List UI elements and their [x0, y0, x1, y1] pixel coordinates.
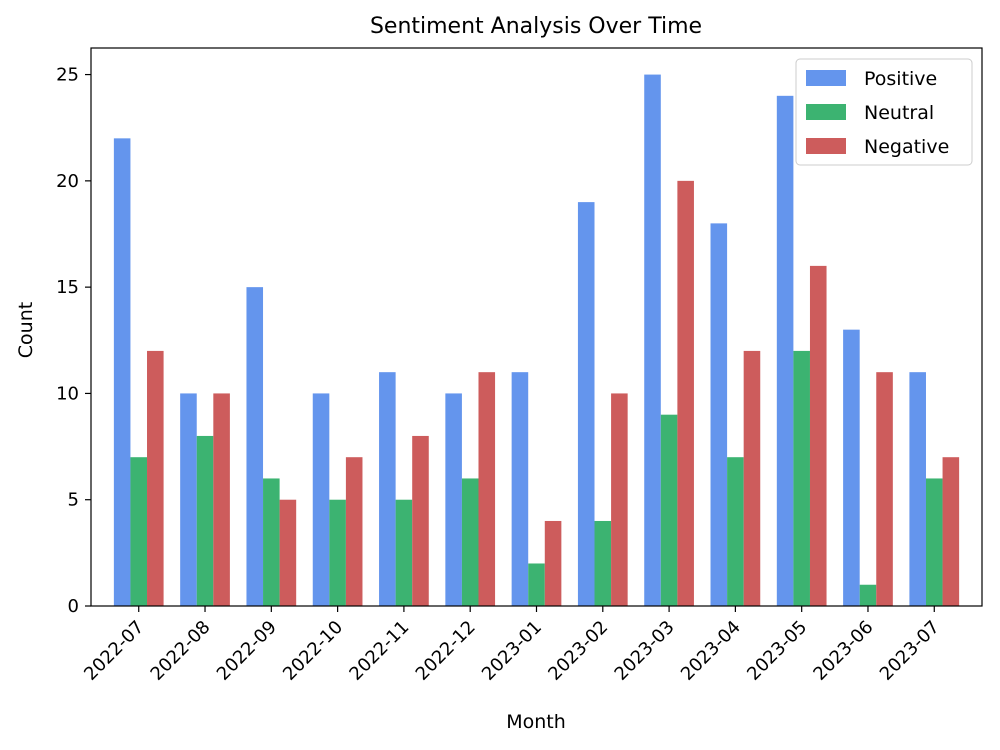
y-tick-label: 25 — [56, 65, 79, 86]
x-tick-label: 2023-01 — [478, 617, 546, 685]
bar-positive-2022-08 — [180, 393, 197, 606]
bar-positive-2023-03 — [644, 74, 661, 607]
x-tick-label: 2022-08 — [147, 617, 215, 685]
y-tick-label: 15 — [56, 277, 79, 298]
bar-negative-2023-04 — [743, 350, 761, 606]
bar-positive-2023-06 — [843, 329, 860, 606]
legend-swatch-negative — [806, 138, 846, 154]
x-tick-label: 2023-04 — [677, 617, 745, 685]
x-tick-label: 2023-05 — [743, 617, 811, 685]
x-tick-label: 2023-03 — [611, 617, 679, 685]
bar-negative-2022-09 — [279, 499, 297, 606]
bar-negative-2023-02 — [611, 393, 628, 606]
x-tick-label: 2023-07 — [876, 617, 944, 685]
x-tick-label: 2023-06 — [809, 617, 877, 685]
bar-positive-2023-05 — [776, 95, 794, 606]
bar-negative-2023-06 — [876, 372, 893, 606]
legend: Positive Neutral Negative — [795, 58, 973, 166]
legend-swatch-neutral — [806, 104, 846, 120]
bar-neutral-2022-10 — [329, 499, 346, 606]
bar-neutral-2023-05 — [793, 350, 810, 606]
bar-positive-2022-07 — [113, 138, 131, 607]
bar-neutral-2023-04 — [727, 457, 744, 606]
y-tick-label: 0 — [68, 596, 79, 617]
bar-neutral-2022-12 — [461, 478, 479, 606]
plot-frame — [90, 47, 983, 607]
x-tick-label: 2022-11 — [345, 617, 413, 685]
bar-negative-2023-07 — [942, 457, 960, 606]
y-tick-label: 5 — [68, 490, 79, 511]
bar-neutral-2023-03 — [660, 414, 678, 606]
bar-positive-2022-11 — [379, 372, 396, 606]
bar-negative-2022-12 — [478, 372, 496, 606]
bar-neutral-2022-11 — [395, 499, 413, 606]
y-tick-label: 10 — [56, 383, 79, 404]
x-tick-label: 2022-09 — [213, 617, 281, 685]
x-tick-label: 2022-10 — [279, 617, 347, 685]
y-tick-label: 20 — [56, 171, 79, 192]
legend-label-positive: Positive — [864, 68, 937, 90]
bar-positive-2022-10 — [312, 393, 330, 606]
bar-neutral-2023-06 — [859, 584, 877, 606]
bar-negative-2022-08 — [213, 393, 230, 606]
x-tick-label: 2023-02 — [544, 617, 612, 685]
bar-negative-2023-03 — [677, 180, 694, 606]
bar-neutral-2023-02 — [594, 520, 612, 606]
bar-negative-2022-07 — [147, 350, 164, 606]
bar-negative-2022-11 — [412, 435, 429, 606]
x-axis-title: Month — [506, 711, 566, 733]
bar-neutral-2022-09 — [263, 478, 280, 606]
bar-negative-2023-05 — [809, 265, 827, 606]
bar-neutral-2023-01 — [528, 563, 545, 606]
chart-title: Sentiment Analysis Over Time — [370, 14, 702, 39]
bar-neutral-2022-08 — [196, 435, 214, 606]
bar-negative-2022-10 — [345, 457, 363, 606]
bar-neutral-2023-07 — [925, 478, 943, 606]
legend-swatch-positive — [806, 70, 846, 86]
bar-negative-2023-01 — [544, 520, 562, 606]
bar-positive-2022-09 — [246, 287, 264, 606]
bar-neutral-2022-07 — [130, 457, 148, 606]
bar-positive-2023-04 — [710, 223, 728, 606]
x-tick-label: 2022-12 — [412, 617, 480, 685]
legend-label-neutral: Neutral — [864, 102, 934, 124]
legend-label-negative: Negative — [864, 136, 949, 158]
bar-positive-2023-07 — [909, 372, 926, 606]
bar-positive-2023-02 — [577, 202, 595, 606]
y-axis-title: Count — [15, 302, 37, 358]
bar-positive-2022-12 — [445, 393, 462, 606]
bar-positive-2023-01 — [511, 372, 529, 606]
x-tick-label: 2022-07 — [80, 617, 148, 685]
